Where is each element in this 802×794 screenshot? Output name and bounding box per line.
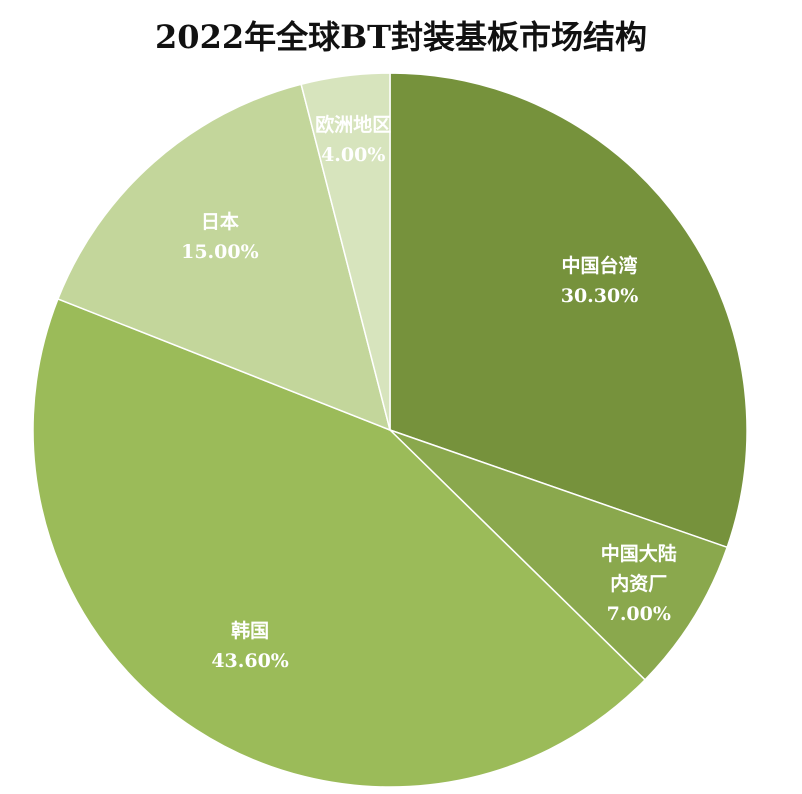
pie-slice (56, 83, 392, 432)
category-label: 韩国 (231, 619, 270, 642)
category-label: 日本 (200, 211, 239, 234)
value-label: 43.60% (211, 649, 289, 672)
slice-label: 欧洲地区 4.00% (315, 110, 391, 170)
slice-label: 中国台湾 30.30% (561, 251, 639, 311)
chart-title: 2022年全球BT封装基板市场结构 (155, 18, 647, 56)
value-label: 7.00% (606, 603, 671, 626)
pie-slice (389, 72, 748, 549)
value-label: 30.30% (560, 285, 639, 308)
category-label: 欧洲地区 (315, 113, 392, 136)
pie-slice (389, 429, 729, 681)
slice-label: 中国大陆 内资厂 7.00% (601, 539, 677, 629)
category-label: 中国台湾 (561, 255, 638, 278)
pie-slice (32, 298, 647, 788)
category-label: 中国大陆 内资厂 (600, 543, 677, 596)
slice-label: 日本 15.00% (181, 207, 259, 267)
value-label: 15.00% (181, 241, 259, 264)
slice-label: 韩国 43.60% (211, 616, 289, 676)
pie-slice (300, 72, 391, 431)
value-label: 4.00% (321, 143, 386, 166)
